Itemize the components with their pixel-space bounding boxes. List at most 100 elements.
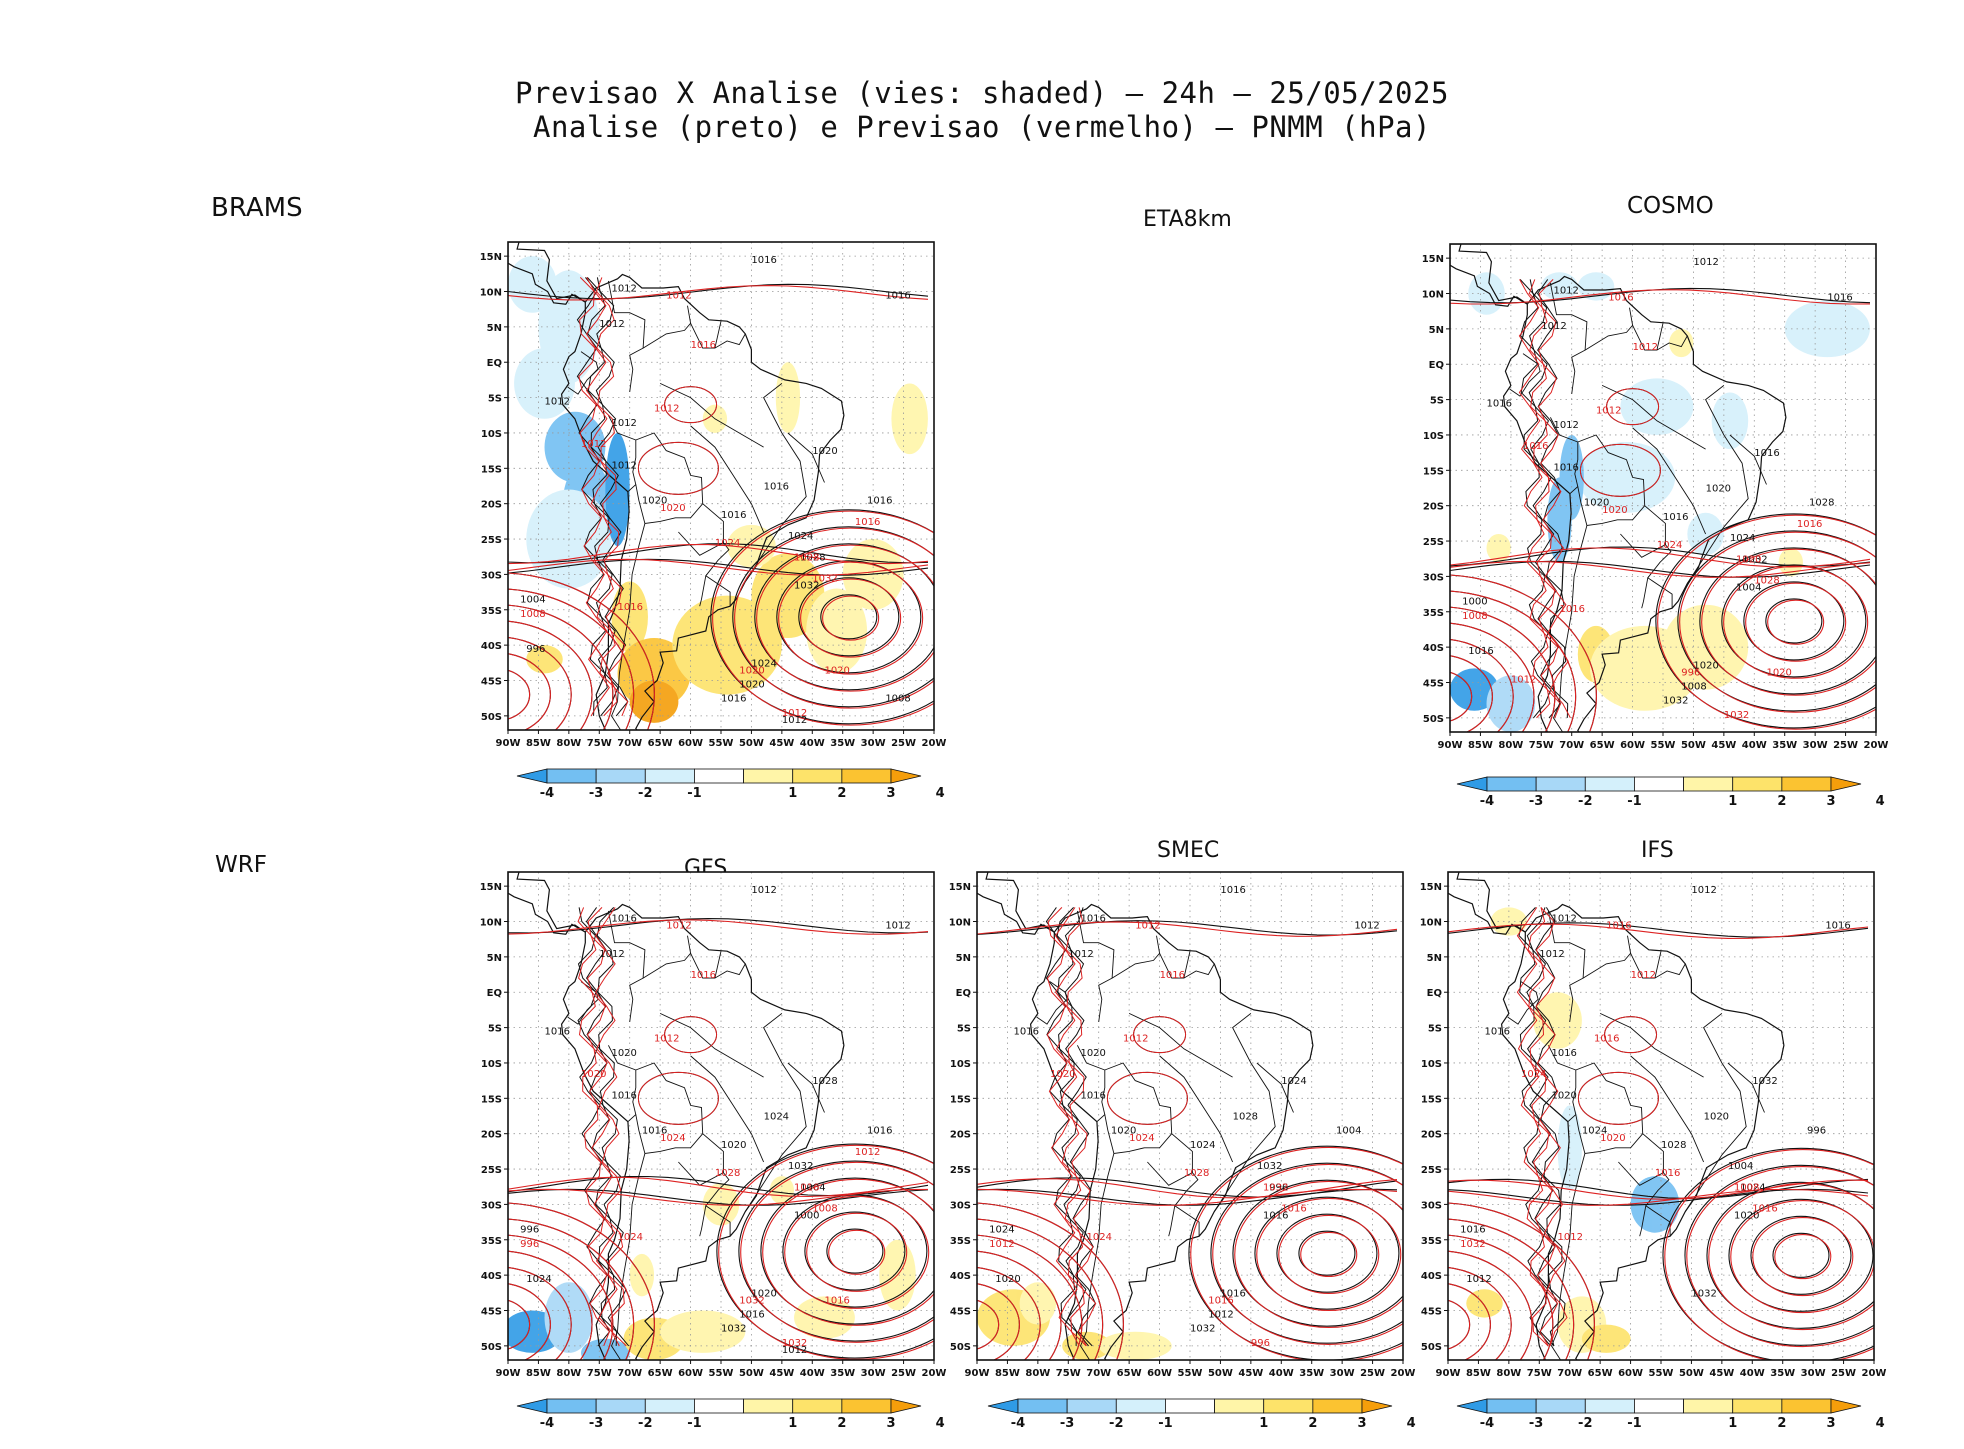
colorbar-tick-label: -3: [589, 786, 603, 801]
figure-title-line2: Analise (preto) e Previsao (vermelho) – …: [533, 110, 1431, 144]
country-border: [1727, 1062, 1765, 1113]
colorbar-tick-label: 1: [788, 1416, 797, 1431]
lat-tick-label: 45S: [950, 1306, 971, 1317]
lat-tick-label: 5S: [488, 394, 502, 405]
central-america-outline: [1448, 872, 1526, 935]
analysis-isobar-label: 1012: [1551, 914, 1576, 925]
lon-tick-label: 35W: [830, 1368, 855, 1379]
country-border: [1654, 951, 1662, 979]
lon-tick-label: 80W: [1025, 1368, 1050, 1379]
analysis-isobar-label: 1016: [1754, 448, 1779, 459]
colorbar-segment: [1535, 776, 1586, 792]
lon-tick-label: 40W: [800, 1368, 825, 1379]
country-border: [787, 432, 825, 483]
lon-tick-label: 40W: [1742, 740, 1767, 751]
lon-tick-label: 50W: [1208, 1368, 1233, 1379]
lon-tick-label: 40W: [1740, 1368, 1765, 1379]
lat-tick-label: 30S: [1423, 572, 1444, 583]
lat-tick-label: 10N: [480, 918, 502, 929]
analysis-isobar-label: 996: [526, 644, 545, 655]
analysis-isobar-label: 1032: [1190, 1324, 1215, 1335]
country-border: [1686, 385, 1749, 584]
lon-tick-label: 40W: [800, 738, 825, 749]
analysis-isobar-label: 1020: [611, 1048, 636, 1059]
country-border: [690, 425, 765, 533]
lon-tick-label: 80W: [556, 1368, 581, 1379]
analysis-isobar-label: 1020: [642, 496, 667, 507]
lon-tick-label: 70W: [1559, 740, 1584, 751]
forecast-isobar-label: 1012: [1596, 406, 1621, 417]
colorbar-tick-label: -1: [687, 1416, 701, 1431]
lat-tick-label: 15N: [949, 882, 971, 893]
lon-tick-label: 30W: [1803, 740, 1828, 751]
colorbar-tick-label: -3: [1060, 1416, 1074, 1431]
lat-tick-label: 10S: [950, 1059, 971, 1070]
lon-tick-label: 90W: [965, 1368, 990, 1379]
analysis-isobar-label: 1012: [751, 885, 776, 896]
lat-tick-label: 35S: [1421, 1236, 1442, 1247]
analysis-isobar-label: 1020: [739, 680, 764, 691]
colorbar-smec: -4 -3 -2 -1 1 2 3 4: [987, 1395, 1416, 1445]
analysis-isobar-label: 1032: [1691, 1288, 1716, 1299]
forecast-isobar-label: 1020: [1766, 667, 1791, 678]
colorbar-segment: [694, 768, 744, 784]
forecast-isobar-label: 1012: [1633, 342, 1658, 353]
lat-tick-label: 45S: [1421, 1306, 1442, 1317]
axis-labels: 90W 85W 80W 75W 70W 65W 60W 55W 50W 45W 40W 35W 30W 2…: [949, 882, 1416, 1379]
analysis-isobar-label: 1028: [1661, 1140, 1686, 1151]
colorbar-arrow-right: [1830, 1398, 1862, 1414]
lat-tick-label: 5N: [487, 323, 502, 334]
map-panel-brams: 1016 1016 1012 1012 1012 1012 1012 1020 1016 1016…: [480, 241, 946, 749]
colorbar-segment: [743, 768, 794, 784]
forecast-isobar-label: 1008: [1734, 1182, 1759, 1193]
forecast-isobar-label: 1016: [1560, 604, 1585, 615]
lon-tick-label: 45W: [769, 1368, 794, 1379]
analysis-isobar-label: 1012: [782, 715, 807, 726]
south-america-outline: [560, 273, 845, 730]
colorbar-segment: [694, 1398, 744, 1414]
colorbar-tick-label: -2: [1578, 794, 1592, 809]
colorbar-svg: -4 -3 -2 -1 1 2 3 4: [1456, 1398, 1885, 1431]
forecast-isobar-label: 1016: [1594, 1034, 1619, 1045]
colorbar-svg: -4 -3 -2 -1 1 2 3 4: [1456, 776, 1885, 809]
colorbar-tick-label: -3: [1529, 794, 1543, 809]
analysis-isobar-label: 1016: [867, 496, 892, 507]
analysis-isobar-label: 1032: [1663, 696, 1688, 707]
bias-blob: [1486, 533, 1511, 563]
lon-tick-label: 85W: [1468, 740, 1493, 751]
forecast-isobar-label: 1016: [1752, 1203, 1777, 1214]
analysis-isobar-label: 1016: [545, 1027, 570, 1038]
forecast-isobar-label: 996: [1251, 1338, 1270, 1349]
forecast-isobar-label: 1012: [782, 708, 807, 719]
analysis-isobar-label: 1016: [1553, 462, 1578, 473]
bias-blob: [702, 1183, 740, 1226]
forecast-isobar-label: 1012: [666, 921, 691, 932]
analysis-isobar-label: 1012: [599, 949, 624, 960]
forecast-isobar-label: 1024: [1657, 540, 1682, 551]
lat-tick-label: 25S: [481, 1165, 502, 1176]
analysis-isobar-label: 1016: [739, 1310, 764, 1321]
panel-title-eta8km: ETA8km: [1143, 207, 1232, 232]
analysis-isobar-label: 1016: [1487, 399, 1512, 410]
bias-blob: [891, 383, 928, 455]
analysis-isobar-label: 1024: [1190, 1140, 1215, 1151]
analysis-isobar-label: 1016: [721, 694, 746, 705]
colorbar-segment: [595, 1398, 646, 1414]
colorbar-segment: [1781, 776, 1832, 792]
central-america-outline: [508, 872, 586, 935]
analysis-isobar-label: 1016: [867, 1126, 892, 1137]
analysis-isobar-label: 1032: [794, 581, 819, 592]
lat-tick-label: 20S: [1421, 1130, 1442, 1141]
country-border: [1256, 1062, 1294, 1113]
country-border: [1183, 951, 1191, 979]
country-border: [1645, 1172, 1671, 1237]
forecast-isobar-label: 1012: [666, 291, 691, 302]
country-border: [642, 935, 692, 979]
lat-tick-label: 10N: [480, 288, 502, 299]
analysis-isobar-label: 1016: [611, 1090, 636, 1101]
forecast-isobar-label: 1016: [618, 602, 643, 613]
country-border: [1641, 577, 1649, 609]
coastlines: [977, 872, 1314, 1360]
forecast-isobar-label: 1028: [1754, 575, 1779, 586]
country-border: [610, 523, 646, 730]
